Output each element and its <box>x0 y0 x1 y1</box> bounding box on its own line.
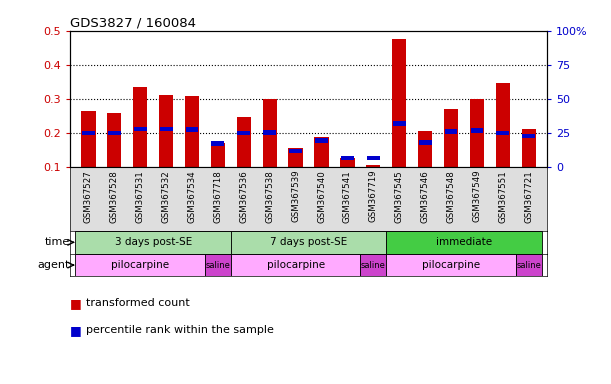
Text: GSM367540: GSM367540 <box>317 170 326 223</box>
Bar <box>211 143 225 167</box>
Bar <box>315 138 328 143</box>
Text: GSM367548: GSM367548 <box>447 170 456 223</box>
Bar <box>386 231 542 254</box>
Bar <box>496 83 510 167</box>
Bar <box>470 128 483 132</box>
Text: GSM367721: GSM367721 <box>524 170 533 223</box>
Text: ■: ■ <box>70 324 86 337</box>
Text: time: time <box>45 237 70 247</box>
Bar <box>366 165 381 167</box>
Text: GSM367539: GSM367539 <box>291 170 300 222</box>
Bar <box>205 254 231 276</box>
Text: pilocarpine: pilocarpine <box>422 260 480 270</box>
Bar <box>392 39 406 167</box>
Text: GSM367527: GSM367527 <box>84 170 93 223</box>
Bar <box>81 111 95 167</box>
Text: GSM367551: GSM367551 <box>499 170 507 223</box>
Text: immediate: immediate <box>436 237 492 247</box>
Bar <box>341 156 354 160</box>
Text: GSM367538: GSM367538 <box>265 170 274 223</box>
Text: GSM367528: GSM367528 <box>110 170 119 223</box>
Bar <box>186 127 199 132</box>
Bar <box>133 87 147 167</box>
Text: ■: ■ <box>70 297 86 310</box>
Bar <box>386 254 516 276</box>
Text: GSM367545: GSM367545 <box>395 170 404 223</box>
Bar <box>360 254 386 276</box>
Text: 7 days post-SE: 7 days post-SE <box>270 237 347 247</box>
Bar <box>211 141 224 146</box>
Bar <box>185 96 199 167</box>
Bar <box>444 109 458 167</box>
Bar <box>522 134 535 138</box>
Bar <box>445 129 458 134</box>
Text: agent: agent <box>37 260 70 270</box>
Bar <box>134 127 147 131</box>
Bar <box>418 131 432 167</box>
Bar <box>236 117 251 167</box>
Bar <box>107 113 122 167</box>
Bar <box>75 231 231 254</box>
Text: GSM367546: GSM367546 <box>420 170 430 223</box>
Bar <box>288 149 302 167</box>
Text: percentile rank within the sample: percentile rank within the sample <box>86 325 273 335</box>
Bar <box>315 137 329 167</box>
Text: saline: saline <box>516 261 541 270</box>
Text: GSM367534: GSM367534 <box>188 170 197 223</box>
Text: GSM367719: GSM367719 <box>369 170 378 222</box>
Text: GSM367532: GSM367532 <box>161 170 170 223</box>
Text: pilocarpine: pilocarpine <box>266 260 324 270</box>
Bar <box>263 130 276 135</box>
Text: transformed count: transformed count <box>86 298 189 308</box>
Bar <box>340 158 354 167</box>
Bar <box>108 131 121 135</box>
Bar <box>522 129 536 167</box>
Text: GSM367541: GSM367541 <box>343 170 352 223</box>
Text: GSM367531: GSM367531 <box>136 170 145 223</box>
Text: GDS3827 / 160084: GDS3827 / 160084 <box>70 17 196 30</box>
Text: saline: saline <box>205 261 230 270</box>
Bar <box>159 95 174 167</box>
Bar <box>231 254 360 276</box>
Bar <box>289 149 302 153</box>
Text: 3 days post-SE: 3 days post-SE <box>114 237 192 247</box>
Bar <box>393 121 406 126</box>
Bar <box>367 156 379 160</box>
Bar <box>159 127 172 131</box>
Text: pilocarpine: pilocarpine <box>111 260 169 270</box>
Bar <box>419 141 431 145</box>
Bar <box>75 254 205 276</box>
Bar <box>496 131 509 135</box>
Bar <box>263 99 277 167</box>
Bar <box>231 231 386 254</box>
Text: GSM367549: GSM367549 <box>472 170 481 222</box>
Text: saline: saline <box>361 261 386 270</box>
Text: GSM367536: GSM367536 <box>240 170 248 223</box>
Bar <box>238 131 251 135</box>
Bar <box>82 131 95 135</box>
Bar <box>470 99 484 167</box>
Text: GSM367718: GSM367718 <box>213 170 222 223</box>
Bar <box>516 254 542 276</box>
